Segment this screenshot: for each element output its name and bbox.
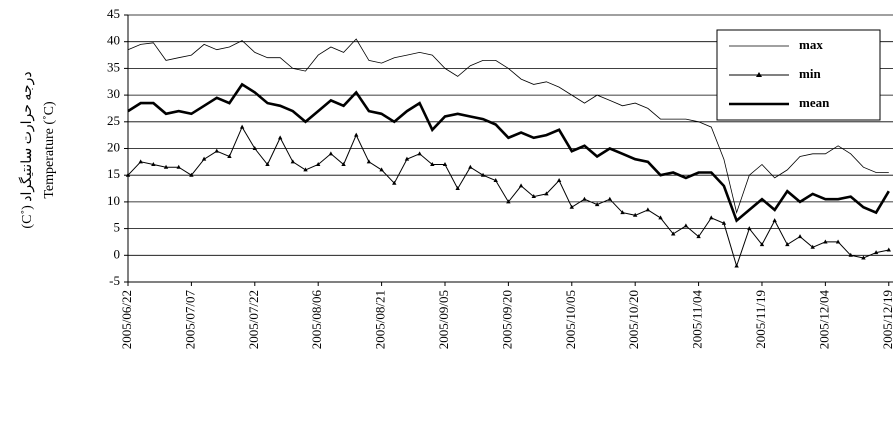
legend-marker [756,72,762,77]
point-marker [493,178,498,183]
point-marker [290,159,296,164]
x-tick-label: 2005/07/07 [182,290,197,350]
x-tick-label: 2005/07/22 [246,290,261,349]
point-marker [201,156,207,161]
legend-label: mean [799,95,830,110]
point-marker [886,247,891,252]
point-marker [772,218,777,223]
point-marker [303,167,308,172]
point-marker [658,215,663,220]
point-marker [835,239,841,244]
point-marker [214,148,219,153]
point-marker [480,172,486,177]
point-marker [379,167,384,172]
point-marker [759,242,765,247]
legend-label: max [799,37,823,52]
y-axis-label: Temperature (˚C) [42,101,57,199]
x-tick-label: 2005/09/20 [499,290,514,349]
point-marker [683,223,689,228]
point-marker [620,210,625,215]
point-marker [392,180,397,185]
point-marker [189,172,194,177]
legend-label: min [799,66,821,81]
point-marker [315,162,321,167]
point-marker [531,194,536,199]
x-tick-label: 2005/09/05 [436,290,451,349]
x-tick-label: 2005/12/04 [816,290,831,350]
point-marker [848,252,853,257]
point-marker [417,151,422,156]
y-tick-label: 40 [107,33,120,48]
y-tick-label: 20 [107,139,120,154]
y-tick-label: 10 [107,193,120,208]
series-line [127,82,890,223]
point-marker [328,151,334,156]
point-marker [582,196,587,201]
point-marker [518,183,524,188]
point-marker [468,164,473,169]
point-marker [645,207,651,212]
point-marker [506,199,511,204]
point-marker [125,172,131,177]
point-marker [404,156,410,161]
y-tick-label: 5 [114,220,121,235]
point-marker [569,204,574,209]
y-tick-label: 25 [107,113,120,128]
y-tick-label: 30 [107,86,120,101]
y-tick-label: 35 [107,59,120,74]
point-marker [455,186,460,191]
point-marker [252,146,257,150]
point-marker [797,234,803,239]
point-marker [734,263,739,268]
y-tick-label: 0 [114,246,121,261]
point-marker [747,226,752,231]
point-marker [607,196,613,201]
point-marker [823,239,828,244]
point-marker [151,162,156,167]
point-marker [366,159,372,164]
point-marker [544,191,549,196]
point-marker [671,231,676,236]
y-tick-label: 15 [107,166,120,181]
point-marker [176,164,181,169]
x-tick-label: 2005/10/20 [626,290,641,349]
y-axis-label: درجه حرارت سانتیگراد (˚C) [18,71,35,228]
x-tick-label: 2005/08/21 [373,290,388,349]
x-tick-label: 2005/12/19 [880,290,894,349]
point-marker [785,242,790,247]
point-marker [430,162,435,167]
x-tick-label: 2005/11/04 [690,290,705,349]
point-marker [265,162,270,167]
point-marker [709,215,714,220]
point-marker [696,234,701,239]
point-marker [556,178,562,183]
point-marker [277,135,283,140]
y-tick-label: 45 [107,6,120,21]
x-tick-label: 2005/11/19 [753,290,768,349]
point-marker [341,162,346,167]
point-marker [632,212,638,217]
point-marker [594,202,600,207]
point-marker [861,255,866,260]
point-marker [810,244,815,249]
y-tick-label: -5 [109,273,120,288]
point-marker [163,164,169,169]
x-tick-label: 2005/10/05 [563,290,578,349]
x-tick-label: 2005/06/22 [119,290,134,349]
series-line [127,38,889,215]
point-marker [138,159,143,164]
point-marker [721,220,727,225]
point-marker [442,162,448,167]
point-marker [227,154,232,159]
x-tick-label: 2005/08/06 [309,290,324,350]
point-marker [239,124,245,129]
point-marker [354,132,359,137]
point-marker [873,250,879,255]
